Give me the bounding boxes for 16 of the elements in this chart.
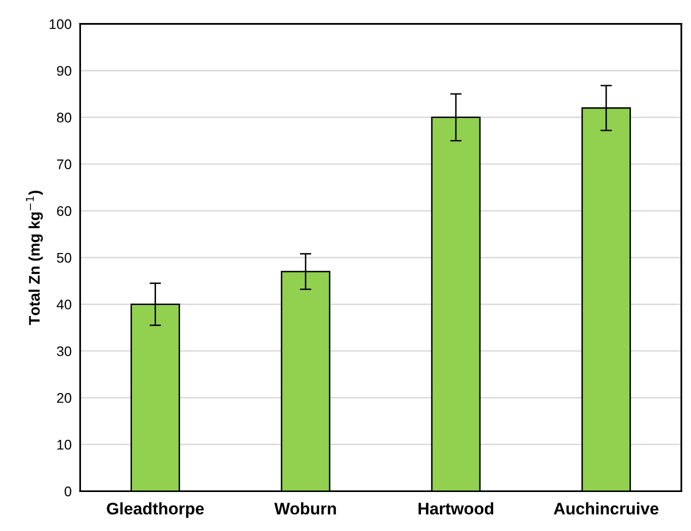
- y-axis-title: Total Zn (mg kg$^{−1}$): [26, 190, 43, 325]
- y-tick-label: 0: [64, 486, 72, 496]
- y-tick-label: 30: [56, 346, 72, 356]
- x-tick-label: Auchincruive: [554, 502, 658, 515]
- x-tick-label: Hartwood: [418, 502, 494, 515]
- y-tick-label: 40: [56, 300, 72, 310]
- x-tick-label: Woburn: [274, 502, 336, 515]
- y-tick-label: 80: [56, 112, 72, 123]
- y-tick-label: 70: [57, 159, 72, 170]
- y-tick-label: 10: [57, 440, 72, 450]
- y-tick-label: 100: [50, 19, 72, 30]
- y-tick-label: 20: [57, 393, 72, 403]
- y-tick-label: 60: [57, 206, 72, 216]
- x-tick-label: Gleadthorpe: [106, 502, 204, 518]
- y-tick-label: 50: [56, 252, 72, 263]
- y-tick-label: 90: [57, 66, 72, 76]
